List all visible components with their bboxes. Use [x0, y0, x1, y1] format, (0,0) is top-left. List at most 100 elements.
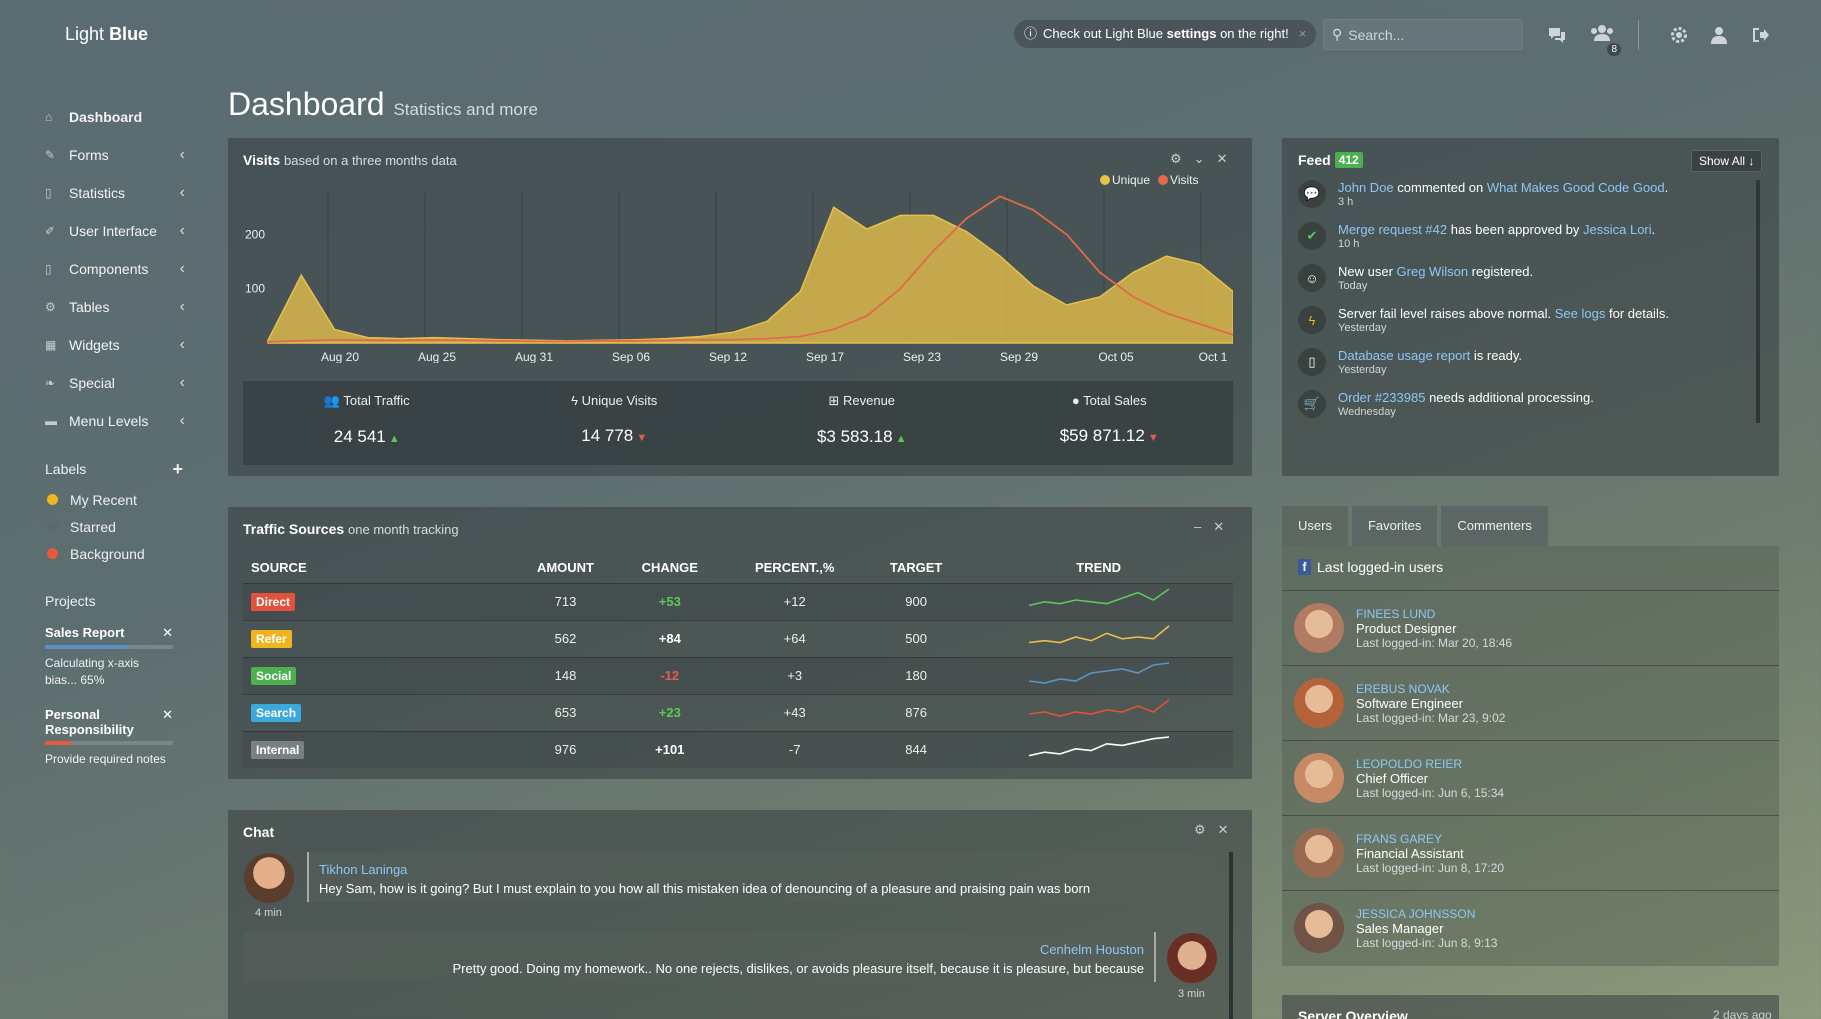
project-item[interactable]: Personal Responsibility ✕ Provide required… [45, 707, 173, 768]
database-icon: ▯ [1298, 348, 1326, 376]
tab-favorites[interactable]: Favorites [1351, 506, 1438, 546]
search-box[interactable]: ⚲ [1323, 19, 1523, 50]
label-item[interactable]: My Recent [45, 486, 185, 513]
user-row[interactable]: LEOPOLDO REIER Chief Officer Last logged-i… [1282, 740, 1779, 815]
chat-scrollbar[interactable] [1229, 852, 1233, 1019]
close-notice-icon[interactable]: × [1298, 26, 1307, 41]
bolt-icon: ϟ [571, 393, 582, 408]
user-name[interactable]: LEOPOLDO REIER [1356, 756, 1463, 771]
feed-link[interactable]: John Doe [1338, 180, 1394, 195]
percent-cell: +12 [721, 582, 868, 620]
trend-cell [964, 656, 1233, 694]
chevron-left-icon: ‹ [179, 146, 185, 163]
avatar [1294, 828, 1344, 878]
feed-time: Wednesday [1338, 406, 1396, 418]
brand-logo[interactable]: Light Blue [65, 24, 148, 45]
visits-title: Visits based on a three months data [243, 152, 457, 168]
show-all-button[interactable]: Show All ↓ [1691, 150, 1763, 172]
feed-time: 3 h [1338, 196, 1354, 208]
project-title: Sales Report ✕ [45, 625, 173, 640]
trend-cell [964, 693, 1233, 731]
search-input[interactable] [1348, 26, 1509, 43]
sidebar-item-label: Forms [69, 147, 109, 163]
chevron-left-icon: ‹ [179, 222, 185, 239]
sidebar-item-user-interface[interactable]: ✐ User Interface ‹ [45, 212, 185, 250]
feed-item: ☺ New user Greg Wilson registered. Today [1298, 264, 1748, 292]
user-last-seen: Last logged-in: Jun 8, 9:13 [1356, 935, 1498, 950]
traffic-table: SOURCE AMOUNT CHANGE PERCENT.,% TARGET TREND … [243, 553, 1233, 768]
tab-commenters[interactable]: Commenters [1441, 506, 1548, 546]
chat-sender[interactable]: Tikhon Laninga [319, 862, 408, 877]
gear-icon[interactable]: ⚙ [1170, 151, 1182, 166]
chevron-down-icon[interactable]: ⌄ [1193, 151, 1205, 166]
feed-link[interactable]: Database usage report [1338, 348, 1471, 363]
sidebar-item-special[interactable]: ❧ Special ‹ [45, 364, 185, 402]
close-icon[interactable]: ✕ [1213, 519, 1225, 534]
users-icon[interactable]: 8 [1589, 20, 1621, 56]
label-item[interactable]: Starred [45, 513, 185, 540]
sidebar-item-menu-levels[interactable]: ▬ Menu Levels ‹ [45, 402, 185, 440]
user-row[interactable]: FINEES LUND Product Designer Last logged-i… [1282, 590, 1779, 665]
stat-label: ⊞ Revenue [828, 393, 896, 408]
close-icon[interactable]: ✕ [1217, 822, 1229, 837]
amount-cell: 148 [513, 656, 618, 694]
sidebar-item-dashboard[interactable]: ⌂ Dashboard [45, 98, 185, 136]
avatar [1294, 603, 1344, 653]
sidebar-item-tables[interactable]: ⚙ Tables ‹ [45, 288, 185, 326]
target-cell: 500 [867, 619, 965, 657]
chat-sender[interactable]: Cenhelm Houston [1039, 942, 1144, 957]
home-icon: ⌂ [45, 110, 53, 124]
grid-icon: ▦ [45, 338, 57, 352]
gear-icon[interactable] [1670, 20, 1688, 50]
feed-link[interactable]: Jessica Lori [1583, 222, 1652, 237]
user-icon[interactable] [1711, 20, 1727, 50]
user-row[interactable]: JESSICA JOHNSSON Sales Manager Last logged… [1282, 890, 1779, 965]
projects-list: Sales Report ✕ Calculating x-axis bias... … [45, 625, 173, 768]
source-tag: Search [251, 703, 302, 722]
minimize-icon[interactable]: – [1194, 519, 1202, 534]
chat-icon[interactable] [1547, 20, 1567, 50]
add-label-icon[interactable]: + [172, 458, 183, 479]
user-name[interactable]: FINEES LUND [1356, 606, 1436, 621]
label-item[interactable]: Background [45, 540, 185, 567]
target-cell: 844 [867, 730, 965, 768]
bolt-icon: ϟ [1298, 306, 1326, 334]
close-icon[interactable]: ✕ [162, 707, 173, 722]
feed-text-part: Server fail level raises above normal. [1338, 306, 1555, 321]
user-last-seen: Last logged-in: Mar 23, 9:02 [1356, 710, 1506, 725]
feed-item: ▯ Database usage report is ready. Yesterda… [1298, 348, 1748, 376]
sidebar-item-forms[interactable]: ✎ Forms ‹ [45, 136, 185, 174]
search-icon: ⚲ [1332, 26, 1343, 42]
sidebar-item-label: User Interface [69, 223, 157, 239]
stat-unique-visits: ϟ Unique Visits 14 778 ▼ [491, 381, 739, 465]
sidebar-item-components[interactable]: ▯ Components ‹ [45, 250, 185, 288]
feed-text-part: needs additional processing. [1425, 390, 1594, 405]
sidebar-item-statistics[interactable]: ▯ Statistics ‹ [45, 174, 185, 212]
user-row[interactable]: EREBUS NOVAK Software Engineer Last logged… [1282, 665, 1779, 740]
sidebar-item-widgets[interactable]: ▦ Widgets ‹ [45, 326, 185, 364]
feed-link[interactable]: Order #233985 [1338, 390, 1426, 405]
feed-link[interactable]: See logs [1554, 306, 1606, 321]
project-item[interactable]: Sales Report ✕ Calculating x-axis bias... … [45, 625, 173, 689]
user-row[interactable]: FRANS GAREY Financial Assistant Last logge… [1282, 815, 1779, 890]
tab-users[interactable]: Users [1282, 506, 1348, 546]
feed-scrollbar[interactable] [1756, 180, 1760, 423]
gear-icon[interactable]: ⚙ [1194, 822, 1206, 837]
puzzle-icon: ▯ [45, 262, 52, 276]
user-name[interactable]: JESSICA JOHNSSON [1356, 906, 1476, 921]
feed-link[interactable]: What Makes Good Code Good [1486, 180, 1665, 195]
sign-out-icon[interactable] [1751, 20, 1769, 50]
user-name[interactable]: FRANS GAREY [1356, 831, 1443, 846]
users-badge: 8 [1607, 42, 1621, 56]
x-tick-label: Sep 29 [1000, 350, 1038, 363]
close-icon[interactable]: ✕ [1216, 151, 1228, 166]
stat-label: ϟ Unique Visits [571, 393, 658, 408]
user-name[interactable]: EREBUS NOVAK [1356, 681, 1450, 696]
users-panel [1282, 546, 1779, 966]
feed-link[interactable]: Greg Wilson [1396, 264, 1469, 279]
feed-link[interactable]: Merge request #42 [1338, 222, 1448, 237]
project-progress [45, 741, 173, 745]
feed-text: Merge request #42 has been approved by J… [1338, 222, 1655, 238]
close-icon[interactable]: ✕ [162, 625, 173, 640]
trend-sparkline [1028, 662, 1169, 684]
